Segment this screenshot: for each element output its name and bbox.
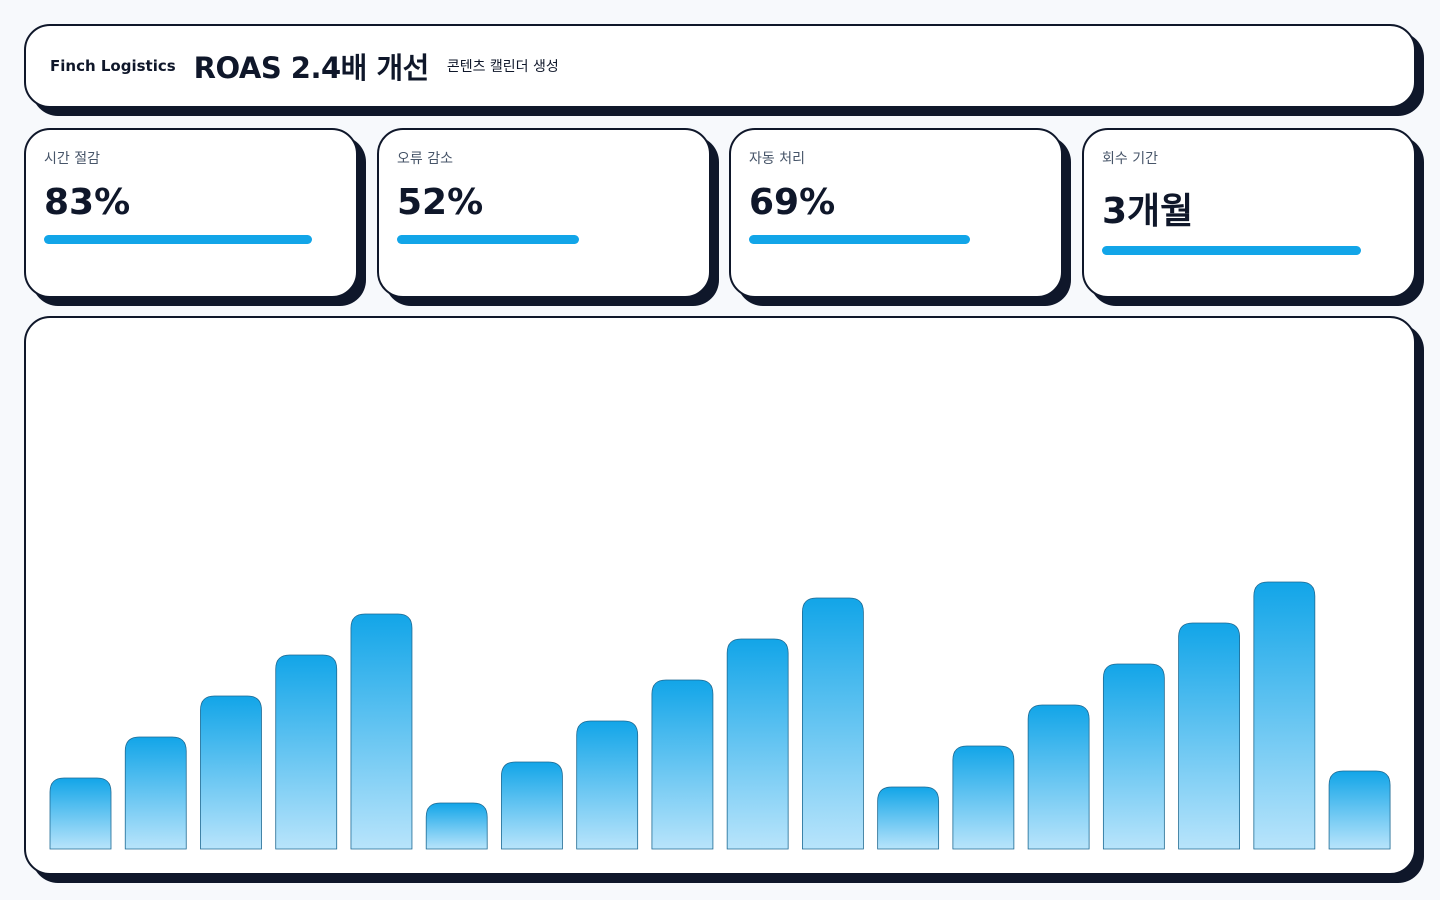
kpi-label: 자동 처리 bbox=[749, 151, 805, 167]
kpi-bar bbox=[397, 235, 579, 244]
kpi-card: 회수 기간 3개월 bbox=[1082, 128, 1416, 298]
bar bbox=[1328, 770, 1391, 850]
bar bbox=[1102, 663, 1165, 850]
kpi-label: 오류 감소 bbox=[397, 151, 453, 167]
kpi-value: 52% bbox=[397, 182, 484, 223]
kpi-value: 3개월 bbox=[1102, 191, 1194, 232]
chart-card bbox=[24, 316, 1416, 875]
bar bbox=[802, 597, 864, 850]
bar bbox=[877, 786, 940, 850]
bar bbox=[350, 613, 413, 850]
kpi-label: 시간 절감 bbox=[44, 151, 100, 167]
bar bbox=[1178, 622, 1240, 850]
kpi-bar bbox=[749, 235, 970, 244]
kpi-bar bbox=[1102, 246, 1361, 255]
bar bbox=[651, 679, 714, 850]
bar bbox=[1027, 704, 1090, 850]
bar bbox=[425, 802, 488, 850]
bar bbox=[576, 720, 639, 850]
kpi-label: 회수 기간 bbox=[1102, 151, 1158, 167]
bar bbox=[1253, 581, 1316, 850]
chart bbox=[49, 581, 1391, 850]
kpi-value: 69% bbox=[749, 182, 836, 223]
bar bbox=[124, 736, 187, 850]
brand: Finch Logistics bbox=[50, 57, 176, 75]
kpi-bar bbox=[44, 235, 312, 244]
kpi-card: 시간 절감 83% bbox=[24, 128, 358, 298]
kpi-card: 오류 감소 52% bbox=[377, 128, 711, 298]
subtitle: 콘텐츠 캘린더 생성 bbox=[446, 59, 559, 75]
bar bbox=[952, 745, 1015, 850]
bar bbox=[49, 777, 112, 850]
bar bbox=[275, 654, 338, 850]
kpi-card: 자동 처리 69% bbox=[729, 128, 1063, 298]
bar bbox=[726, 638, 789, 850]
header: Finch Logistics ROAS 2.4배 개선 콘텐츠 캘린더 생성 bbox=[24, 24, 1416, 108]
kpi-value: 83% bbox=[44, 182, 131, 223]
bar bbox=[501, 761, 563, 850]
bar bbox=[200, 695, 262, 850]
title: ROAS 2.4배 개선 bbox=[193, 51, 430, 85]
